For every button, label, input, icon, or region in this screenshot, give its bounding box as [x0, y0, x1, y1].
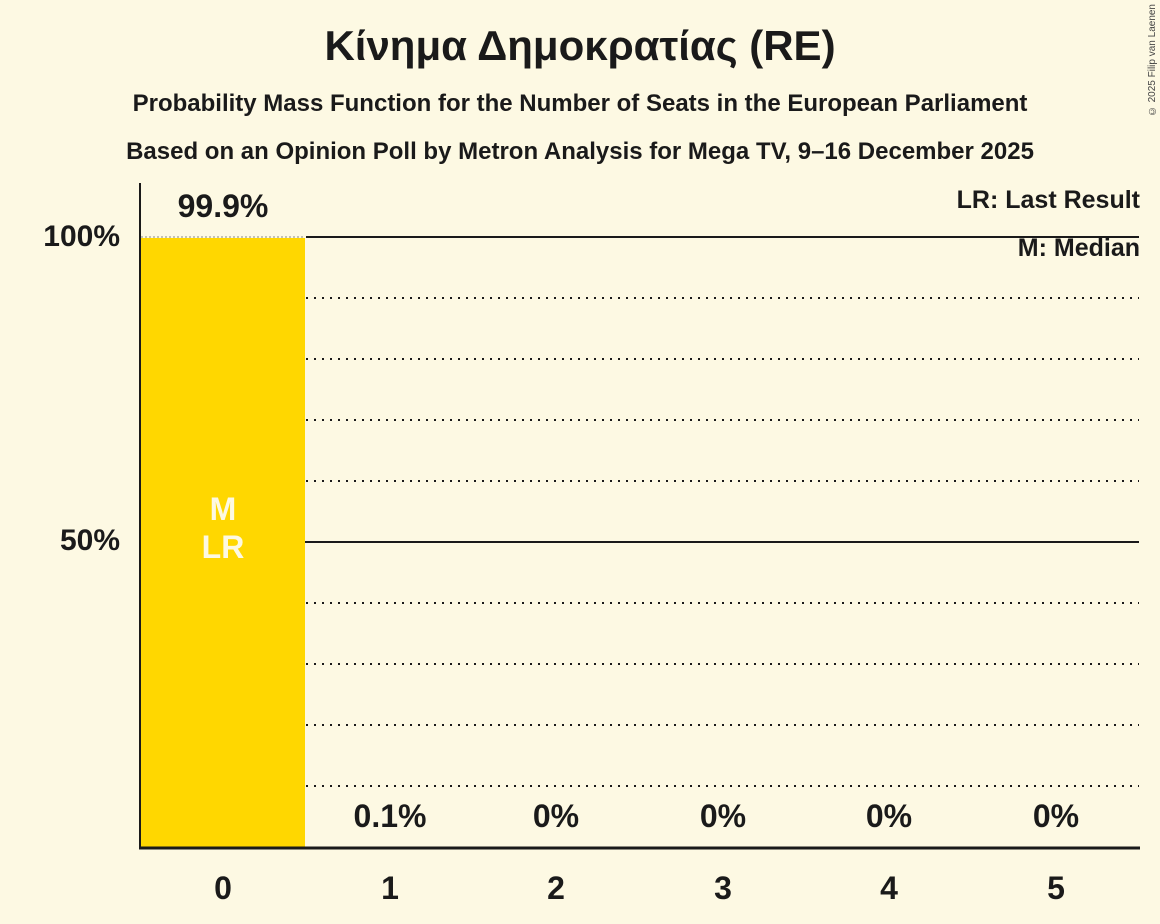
value-label-4: 0% — [865, 798, 913, 834]
gridlines — [140, 236, 1139, 787]
chart-title: Κίνημα Δημοκρατίας (RE) — [324, 22, 836, 69]
x-tick-4: 4 — [880, 870, 898, 906]
x-tick-5: 5 — [1047, 870, 1065, 906]
median-marker: M — [209, 491, 237, 527]
value-label-0: 99.9% — [177, 188, 269, 224]
chart-subtitle: Probability Mass Function for the Number… — [132, 90, 1028, 117]
x-tick-2: 2 — [547, 870, 565, 906]
x-tick-0: 0 — [214, 870, 232, 906]
value-label-3: 0% — [699, 798, 747, 834]
legend-last-result: LR: Last Result — [956, 186, 1140, 214]
y-tick-100: 100% — [43, 220, 120, 253]
value-label-1: 0.1% — [353, 798, 427, 834]
value-label-5: 0% — [1032, 798, 1080, 834]
value-label-2: 0% — [532, 798, 580, 834]
legend-median: M: Median — [1017, 234, 1140, 262]
y-tick-50: 50% — [59, 524, 120, 557]
x-tick-3: 3 — [714, 870, 732, 906]
bar-0 — [141, 238, 305, 848]
last-result-marker: LR — [201, 529, 245, 565]
chart-source: Based on an Opinion Poll by Metron Analy… — [126, 138, 1034, 165]
x-tick-1: 1 — [381, 870, 399, 906]
